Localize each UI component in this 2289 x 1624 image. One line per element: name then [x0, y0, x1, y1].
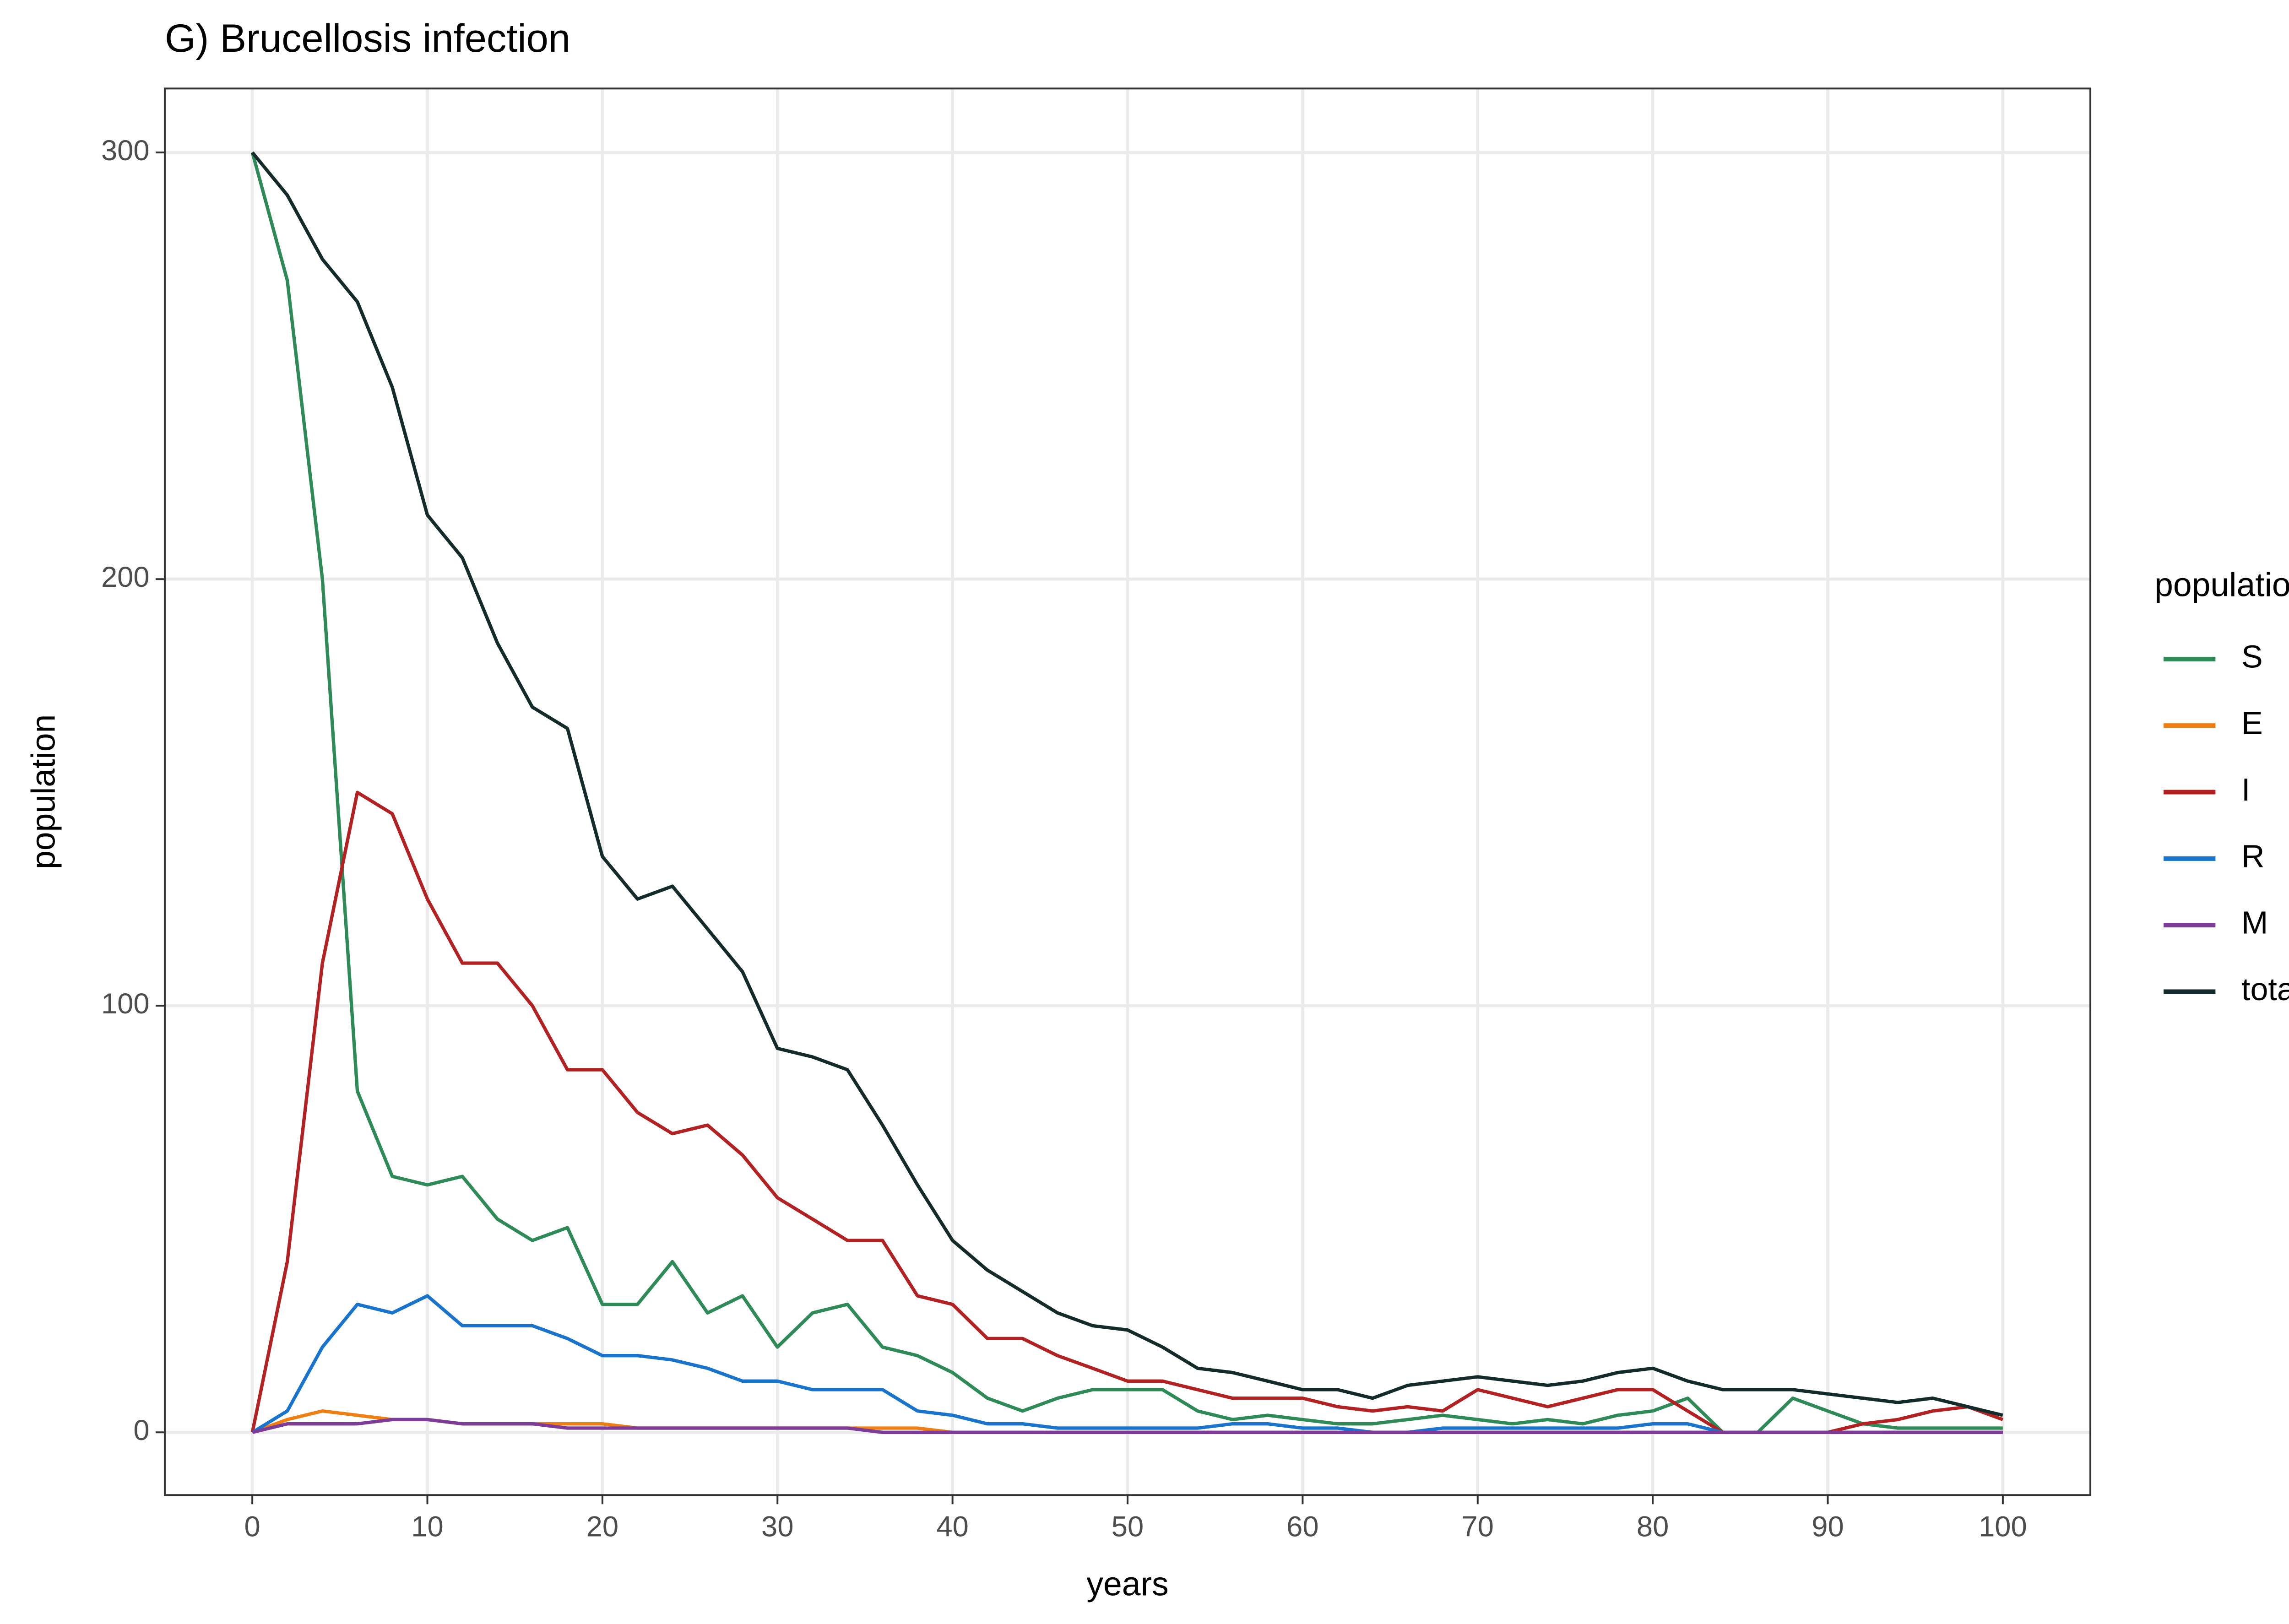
y-tick-label: 100: [101, 988, 150, 1020]
y-tick-label: 0: [133, 1414, 149, 1446]
x-tick-label: 70: [1462, 1510, 1494, 1543]
legend-title: population: [2154, 566, 2289, 604]
x-tick-label: 50: [1112, 1510, 1144, 1543]
x-tick-label: 0: [244, 1510, 260, 1543]
x-tick-label: 80: [1637, 1510, 1669, 1543]
x-tick-label: 10: [411, 1510, 443, 1543]
legend-label: E: [2241, 705, 2263, 741]
y-tick-label: 200: [101, 561, 150, 593]
x-tick-label: 20: [586, 1510, 618, 1543]
legend-label: S: [2241, 639, 2263, 674]
plot-border: [163, 87, 2092, 1496]
x-tick-label: 90: [1812, 1510, 1844, 1543]
x-axis-title: years: [1086, 1565, 1168, 1603]
x-tick-label: 30: [761, 1510, 793, 1543]
series-line: [250, 152, 2003, 1434]
series-line: [250, 790, 2004, 1434]
legend-label: I: [2241, 772, 2250, 807]
series-line: [251, 151, 2003, 1417]
series-line: [252, 1418, 2003, 1434]
y-axis-title: population: [24, 715, 62, 869]
x-tick-label: 40: [936, 1510, 968, 1543]
chart-title: G) Brucellosis infection: [165, 16, 570, 60]
x-tick-label: 100: [1979, 1510, 2027, 1543]
x-tick-label: 60: [1286, 1510, 1318, 1543]
legend-label: M: [2241, 905, 2268, 941]
y-tick-label: 300: [101, 135, 150, 167]
series-line: [251, 1294, 2003, 1434]
legend-label: R: [2241, 838, 2265, 874]
legend-label: total: [2241, 971, 2289, 1007]
